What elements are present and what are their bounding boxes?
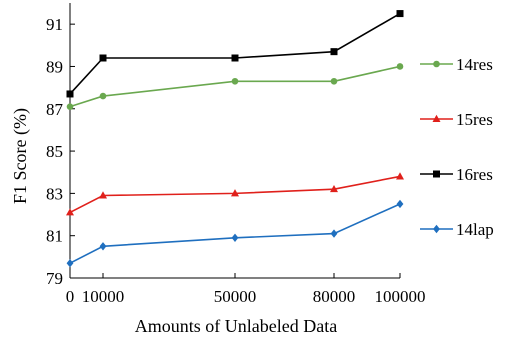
y-tick-label: 81 bbox=[46, 227, 63, 246]
series-16res bbox=[66, 10, 404, 98]
data-point-16res bbox=[396, 10, 404, 18]
data-point-14res bbox=[66, 103, 74, 110]
data-point-15res bbox=[396, 172, 404, 180]
legend-label: 14lap bbox=[456, 220, 494, 239]
y-tick-label: 83 bbox=[46, 184, 63, 203]
series-14res bbox=[66, 63, 404, 110]
x-tick-label: 50000 bbox=[214, 287, 257, 306]
data-point-14res bbox=[99, 92, 107, 100]
legend-item-16res: 16res bbox=[420, 165, 493, 184]
y-tick-label: 85 bbox=[46, 142, 63, 161]
data-point-14lap bbox=[66, 258, 74, 268]
x-axis: 0 10000 50000 80000 100000 bbox=[66, 273, 426, 306]
legend-item-15res: 15res bbox=[420, 110, 493, 129]
legend: 14res 15res 16res 14lap bbox=[420, 55, 494, 239]
y-tick-label: 79 bbox=[46, 269, 63, 288]
y-tick-label: 89 bbox=[46, 57, 63, 76]
series-15res bbox=[66, 172, 404, 216]
y-tick-label: 91 bbox=[46, 15, 63, 34]
legend-item-14res: 14res bbox=[420, 55, 493, 74]
y-tick-label: 87 bbox=[46, 100, 64, 119]
data-point-14lap bbox=[99, 242, 107, 251]
data-point-15res bbox=[330, 184, 338, 193]
data-point-16res bbox=[66, 90, 74, 98]
x-tick-label: 80000 bbox=[313, 287, 356, 306]
legend-label: 15res bbox=[456, 110, 493, 129]
data-point-15res bbox=[231, 189, 239, 197]
legend-label: 16res bbox=[456, 165, 493, 184]
x-tick-label: 10000 bbox=[82, 287, 125, 306]
legend-marker bbox=[432, 114, 441, 122]
data-point-16res bbox=[99, 54, 107, 62]
series-layer bbox=[66, 10, 404, 268]
data-point-16res bbox=[330, 48, 338, 56]
x-tick-label: 100000 bbox=[375, 287, 426, 306]
x-tick-label: 0 bbox=[66, 287, 75, 306]
y-axis: 79 81 83 85 87 89 91 bbox=[46, 15, 75, 288]
data-point-16res bbox=[231, 54, 239, 62]
data-point-14lap bbox=[396, 199, 404, 209]
data-point-14lap bbox=[231, 233, 239, 243]
data-point-14res bbox=[396, 63, 404, 70]
legend-marker bbox=[433, 224, 440, 234]
data-point-14res bbox=[231, 77, 239, 85]
legend-label: 14res bbox=[456, 55, 493, 74]
series-line-14res bbox=[69, 65, 401, 108]
x-axis-title: Amounts of Unlabeled Data bbox=[135, 316, 337, 336]
data-point-14lap bbox=[330, 229, 338, 238]
data-point-15res bbox=[66, 208, 74, 216]
legend-marker bbox=[433, 170, 440, 178]
y-axis-title: F1 Score (%) bbox=[10, 108, 31, 204]
series-14lap bbox=[66, 199, 404, 268]
legend-marker bbox=[433, 60, 440, 68]
data-point-14res bbox=[330, 77, 338, 85]
data-point-15res bbox=[99, 191, 107, 199]
legend-item-14lap: 14lap bbox=[420, 220, 494, 239]
series-line-14lap bbox=[69, 203, 401, 264]
